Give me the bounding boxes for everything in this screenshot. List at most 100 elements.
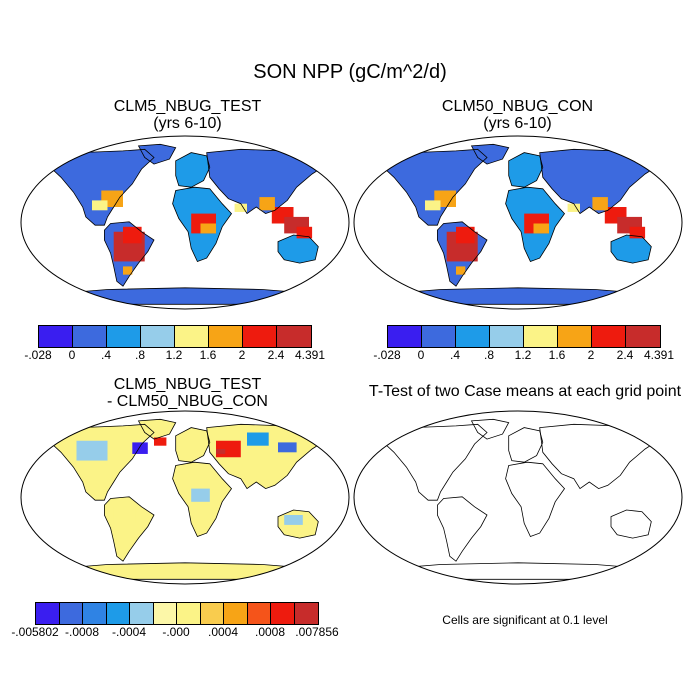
npp-cell-block — [425, 200, 441, 211]
npp-map-difference — [20, 410, 350, 585]
coastline-europe — [175, 152, 211, 188]
coastline-south-america — [437, 221, 488, 287]
npp-cell-block — [259, 197, 275, 211]
npp-cell-block — [592, 197, 608, 211]
colorbar-swatch — [130, 603, 154, 624]
panel-1-title-line1: CLM5_NBUG_TEST — [113, 98, 262, 115]
npp-cell-block — [200, 223, 216, 234]
colorbar-tick-label: 2.4 — [616, 348, 634, 362]
colorbar-swatch — [83, 603, 107, 624]
panel-3-title-line1: CLM5_NBUG_TEST — [113, 376, 262, 393]
diff-cell-block — [247, 432, 269, 446]
colorbar-swatch — [277, 326, 311, 347]
colorbar-tick-label: -.028 — [373, 348, 401, 362]
colorbar-swatch — [153, 603, 177, 624]
colorbar-tick-label: -.0004 — [111, 625, 147, 639]
land-fill-europe — [508, 152, 543, 188]
colorbar-swatch — [626, 326, 660, 347]
colorbar-swatch — [59, 603, 83, 624]
panel-3-title-line2: - CLM50_NBUG_CON — [107, 393, 268, 410]
colorbar-swatch — [294, 603, 318, 624]
colorbar-tick-label: 1.6 — [548, 348, 566, 362]
coastline-greenland — [470, 418, 510, 440]
land-fill-antarctica — [45, 287, 325, 305]
coastline-antarctica — [377, 562, 659, 580]
coastline-europe — [508, 152, 544, 188]
land-fill-asia — [206, 149, 328, 214]
coastline-europe — [508, 427, 544, 463]
npp-map-control — [353, 135, 683, 310]
land-fill-north-america — [45, 149, 154, 226]
diff-cell-block — [216, 449, 226, 454]
coastline-north-america — [377, 423, 488, 501]
colorbar-tick-label: 1.2 — [165, 348, 183, 362]
panel-4-title: T-Test of two Case means at each grid po… — [368, 383, 682, 400]
land-fill-asia — [206, 424, 328, 489]
colorbar-tick-label: .8 — [483, 348, 495, 362]
panel-2-title-line2: (yrs 6-10) — [483, 115, 552, 132]
colorbar-tick-label: 2 — [238, 348, 246, 362]
land-fill-antarctica — [378, 287, 658, 305]
coastline-australia — [610, 509, 652, 539]
colorbar-test-labels: -.028 0 .4 .8 1.2 1.6 2 2.4 4.391 — [24, 348, 325, 362]
colorbar-swatch — [224, 603, 248, 624]
colorbar-swatch — [247, 603, 271, 624]
colorbar-control — [387, 325, 661, 348]
map-content — [44, 418, 329, 580]
colorbar-tick-label: .8 — [134, 348, 146, 362]
land-fill-greenland — [138, 419, 176, 440]
map-border — [20, 410, 350, 585]
land-fill-greenland — [138, 144, 176, 165]
colorbar-tick-label: 4.391 — [294, 348, 326, 362]
coastline-greenland — [137, 418, 177, 440]
panel-3-title: CLM5_NBUG_TEST - CLM50_NBUG_CON — [25, 376, 350, 410]
coastline-africa — [172, 461, 233, 538]
land-fill-australia — [611, 235, 652, 264]
coastline-north-america — [377, 148, 488, 226]
ttest-map — [353, 410, 683, 585]
coastline-africa — [505, 461, 566, 538]
colorbar-tick-label: -.028 — [24, 348, 52, 362]
map-content — [377, 143, 662, 305]
colorbar-swatch — [558, 326, 592, 347]
colorbar-tick-label: 1.2 — [514, 348, 532, 362]
diff-cell-block — [284, 515, 303, 525]
colorbar-difference — [35, 602, 319, 625]
panel-2-title-line1: CLM50_NBUG_CON — [441, 98, 594, 115]
land-fill-asia — [539, 149, 661, 214]
panel-2-title: CLM50_NBUG_CON (yrs 6-10) — [355, 98, 680, 132]
colorbar-swatch — [175, 326, 209, 347]
colorbar-swatch — [36, 603, 60, 624]
npp-cell-block — [92, 200, 108, 211]
colorbar-tick-label: .4 — [449, 348, 461, 362]
colorbar-swatch — [490, 326, 524, 347]
diff-cell-block — [191, 488, 210, 502]
coastline-asia — [539, 423, 662, 490]
colorbar-tick-label: .0008 — [254, 625, 286, 639]
colorbar-tick-label: -.005802 — [11, 625, 59, 639]
coastline-europe — [175, 427, 211, 463]
colorbar-swatch — [456, 326, 490, 347]
colorbar-tick-label: 4.391 — [643, 348, 675, 362]
npp-cell-block — [296, 226, 313, 239]
land-fill-europe — [175, 427, 210, 463]
colorbar-swatch — [141, 326, 175, 347]
colorbar-swatch — [524, 326, 558, 347]
colorbar-swatch — [422, 326, 456, 347]
colorbar-swatch — [177, 603, 201, 624]
colorbar-difference-labels: -.005802 -.0008 -.0004 -.000 .0004 .0008 .0078… — [11, 625, 338, 639]
colorbar-tick-label: -.0008 — [64, 625, 100, 639]
colorbar-tick-label: .007856 — [295, 625, 339, 639]
map-border — [353, 410, 683, 585]
coastline-australia — [277, 509, 319, 539]
map-border — [353, 135, 683, 310]
colorbar-tick-label: .0004 — [207, 625, 239, 639]
colorbar-swatch — [73, 326, 107, 347]
figure-title: SON NPP (gC/m^2/d) — [253, 61, 447, 83]
land-fill-europe — [175, 152, 210, 188]
colorbar-swatch — [271, 603, 295, 624]
colorbar-swatch — [592, 326, 626, 347]
coastline-north-america — [44, 423, 155, 501]
coastline-australia — [277, 234, 319, 264]
npp-cell-block — [629, 226, 646, 239]
